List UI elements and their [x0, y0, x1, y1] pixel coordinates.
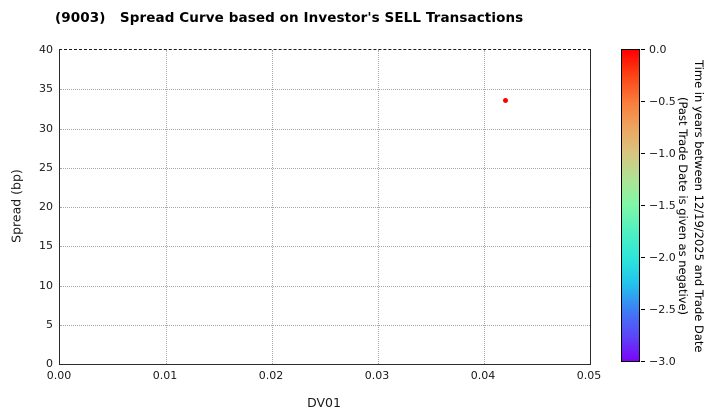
y-gridline	[60, 167, 590, 169]
plot-area	[59, 49, 591, 365]
colorbar-tick-mark	[641, 49, 645, 50]
colorbar-tick-mark	[641, 257, 645, 258]
y-tick-label: 5	[46, 317, 53, 331]
colorbar-gradient	[621, 49, 640, 362]
y-gridline	[60, 128, 590, 130]
x-gridline	[378, 50, 379, 364]
colorbar-label-line1: Time in years between 12/19/2025 and Tra…	[692, 59, 706, 353]
x-axis-label: DV01	[307, 395, 341, 410]
x-gridline	[484, 50, 485, 364]
colorbar-tick-label: −3.0	[649, 355, 676, 368]
x-tick-label: 0.00	[46, 369, 72, 382]
y-tick-label: 30	[39, 121, 53, 135]
x-tick-label: 0.02	[258, 369, 284, 382]
colorbar-tick-mark	[641, 205, 645, 206]
colorbar-tick-mark	[641, 101, 645, 102]
x-tick-label: 0.05	[576, 369, 602, 382]
chart-title: (9003) Spread Curve based on Investor's …	[55, 10, 524, 26]
y-tick-label: 10	[39, 278, 53, 292]
colorbar-tick-label: −1.0	[649, 147, 676, 160]
y-tick-label: 35	[39, 82, 53, 96]
y-tick-label: 20	[39, 200, 53, 213]
colorbar-tick-label: −0.5	[649, 95, 676, 108]
colorbar-tick-mark	[641, 309, 645, 310]
colorbar-tick-label: 0.0	[649, 43, 667, 56]
y-gridline	[60, 89, 590, 91]
y-gridline	[60, 324, 590, 326]
colorbar-tick-label: −2.0	[649, 251, 676, 264]
y-gridline	[60, 246, 590, 248]
x-gridline	[166, 50, 167, 364]
y-tick-label: 15	[39, 239, 53, 253]
x-tick-label: 0.03	[364, 369, 390, 382]
y-tick-label: 0	[46, 357, 53, 370]
colorbar-label: Time in years between 12/19/2025 and Tra…	[675, 49, 707, 363]
y-tick-label: 40	[39, 43, 53, 56]
colorbar-label-line2: (Past Trade Date is given as negative)	[676, 96, 690, 316]
x-tick-label: 0.01	[152, 369, 178, 382]
y-tick-label: 25	[39, 160, 53, 174]
colorbar-tick-mark	[641, 153, 645, 154]
y-gridline	[60, 207, 590, 208]
x-gridline	[272, 50, 273, 364]
data-point	[502, 97, 508, 103]
y-gridline	[60, 285, 590, 287]
colorbar-tick-label: −2.5	[649, 303, 676, 316]
x-tick-label: 0.04	[470, 369, 496, 382]
colorbar-tick-label: −1.5	[649, 199, 676, 212]
colorbar-tick-mark	[641, 361, 645, 362]
